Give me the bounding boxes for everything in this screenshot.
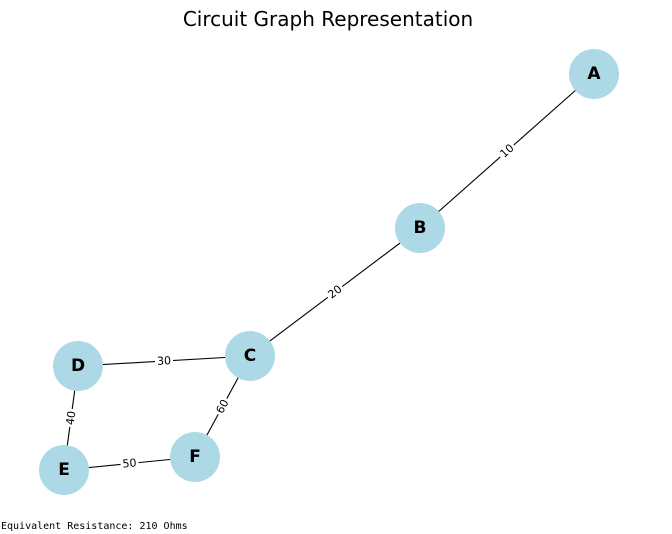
node-c: C xyxy=(225,331,275,381)
edge-label-background xyxy=(154,353,174,369)
edge-label-background xyxy=(212,395,233,418)
node-label: E xyxy=(58,460,70,480)
edge-label-group: 10 xyxy=(495,139,519,163)
node-circle xyxy=(170,432,220,482)
edge-label: 10 xyxy=(497,141,516,160)
node-e: E xyxy=(39,445,89,495)
node-circle xyxy=(395,203,445,253)
edge-label-group: 50 xyxy=(119,455,140,472)
figure-title: Circuit Graph Representation xyxy=(183,7,473,31)
node-d: D xyxy=(53,341,103,391)
edge-label: 50 xyxy=(122,456,137,470)
edge-label: 20 xyxy=(325,283,344,302)
node-label: B xyxy=(414,218,427,238)
edge-label: 30 xyxy=(157,354,172,368)
node-label: F xyxy=(189,447,201,467)
equivalent-resistance-text: Equivalent Resistance: 210 Ohms xyxy=(1,521,188,532)
edge-label-group: 60 xyxy=(212,395,233,418)
nodes-layer: A B C D E F xyxy=(39,49,619,495)
edge-label: 40 xyxy=(64,410,79,426)
edge-label-group: 30 xyxy=(154,353,174,369)
edge-labels-layer: 10 20 30 40 50 60 xyxy=(62,139,519,472)
edges-layer xyxy=(63,73,595,471)
node-a: A xyxy=(569,49,619,99)
edge-label-background xyxy=(495,139,519,163)
node-label: D xyxy=(71,356,85,376)
edge-label-group: 20 xyxy=(323,280,347,304)
node-b: B xyxy=(395,203,445,253)
edge-label: 60 xyxy=(213,397,231,416)
edge-label-background xyxy=(62,408,80,428)
node-circle xyxy=(225,331,275,381)
node-f: F xyxy=(170,432,220,482)
edge-label-background xyxy=(119,455,140,472)
node-circle xyxy=(53,341,103,391)
edge-label-background xyxy=(323,280,347,304)
node-circle xyxy=(569,49,619,99)
edge-label-group: 40 xyxy=(62,408,80,428)
node-label: C xyxy=(244,346,256,366)
node-label: A xyxy=(587,64,601,84)
node-circle xyxy=(39,445,89,495)
